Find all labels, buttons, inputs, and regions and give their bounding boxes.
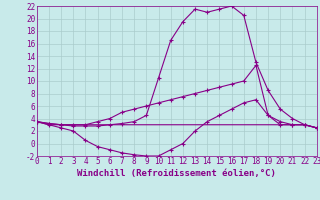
- X-axis label: Windchill (Refroidissement éolien,°C): Windchill (Refroidissement éolien,°C): [77, 169, 276, 178]
